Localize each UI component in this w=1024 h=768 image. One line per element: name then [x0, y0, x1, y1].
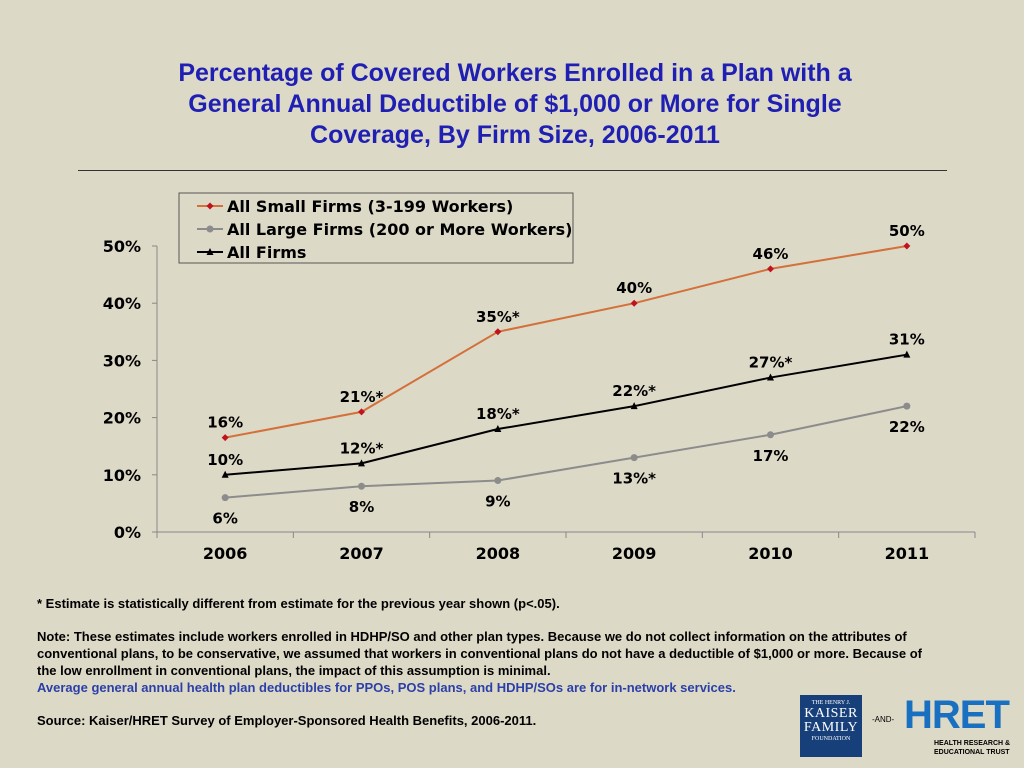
data-label: 13%* [612, 470, 656, 488]
title-line-3: Coverage, By Firm Size, 2006-2011 [310, 121, 720, 149]
data-point-diamond [767, 265, 774, 273]
data-point-diamond [206, 202, 214, 210]
x-tick-label: 2007 [339, 544, 384, 563]
data-point-triangle [630, 402, 638, 410]
data-label: 22%* [612, 382, 656, 400]
logos: THE HENRY J. KAISER FAMILY FOUNDATION -A… [800, 693, 1024, 768]
x-tick-label: 2011 [885, 544, 930, 563]
data-point-circle [206, 225, 214, 233]
data-point-triangle [221, 470, 229, 478]
kff-logo-kaiser: KAISER [804, 706, 858, 721]
data-point-triangle [903, 350, 911, 358]
chart-title: Percentage of Covered Workers Enrolled i… [80, 58, 950, 151]
x-tick-label: 2010 [748, 544, 793, 563]
footnotes: * Estimate is statistically different fr… [37, 595, 937, 729]
data-label: 9% [485, 493, 510, 511]
data-label: 12%* [340, 439, 384, 457]
title-line-1: Percentage of Covered Workers Enrolled i… [178, 59, 852, 87]
data-point-circle [358, 482, 365, 490]
asterisk-note: * Estimate is statistically different fr… [37, 596, 560, 611]
data-point-circle [767, 431, 774, 439]
y-tick-label: 20% [103, 409, 141, 428]
data-point-triangle [358, 459, 365, 467]
data-label: 16% [207, 414, 243, 432]
data-label: 18%* [476, 405, 520, 423]
data-point-diamond [358, 408, 365, 416]
y-tick-label: 0% [114, 523, 141, 542]
data-point-triangle [494, 425, 502, 433]
y-tick-label: 40% [103, 294, 141, 313]
data-label: 10% [207, 451, 243, 469]
data-point-triangle [767, 373, 774, 381]
data-point-triangle [206, 248, 214, 255]
legend-label: All Small Firms (3-199 Workers) [227, 197, 513, 216]
data-label: 6% [212, 510, 237, 528]
data-point-diamond [221, 434, 229, 442]
data-label: 22% [889, 418, 925, 436]
y-tick-label: 10% [103, 466, 141, 485]
data-label: 31% [889, 331, 925, 349]
hret-logo: HRET [904, 693, 1010, 737]
kaiser-family-foundation-logo: THE HENRY J. KAISER FAMILY FOUNDATION [800, 695, 862, 757]
series-line-3 [225, 353, 907, 476]
kff-logo-top: THE HENRY J. [811, 700, 851, 706]
data-label: 17% [753, 447, 789, 465]
data-point-circle [221, 494, 229, 502]
series-line-1 [224, 245, 907, 439]
title-divider [78, 170, 947, 171]
y-tick-label: 50% [103, 237, 141, 256]
data-label: 40% [616, 279, 652, 297]
data-label: 21%* [340, 388, 384, 406]
data-point-diamond [903, 242, 911, 250]
kff-logo-family: FAMILY [803, 720, 859, 735]
data-point-circle [494, 477, 502, 485]
x-tick-label: 2009 [612, 544, 657, 563]
data-label: 50% [889, 222, 925, 240]
data-point-circle [903, 402, 911, 410]
data-label: 46% [753, 245, 789, 263]
title-line-2: General Annual Deductible of $1,000 or M… [188, 90, 842, 118]
legend-box [178, 192, 574, 264]
kff-logo-foundation: FOUNDATION [811, 736, 851, 742]
deductible-note: Average general annual health plan deduc… [37, 680, 736, 695]
hret-logo-subtitle: HEALTH RESEARCH & EDUCATIONAL TRUST [934, 739, 1024, 757]
and-separator: -AND- [872, 715, 895, 724]
data-label: 27%* [749, 354, 793, 372]
hret-subtitle-line-1: HEALTH RESEARCH & [934, 740, 1011, 747]
hret-subtitle-line-2: EDUCATIONAL TRUST [934, 749, 1010, 756]
line-chart: 0% 10% 20% 30% 40% 50% 2006 2007 2008 2009 2010 201… [103, 192, 976, 563]
legend-label: All Large Firms (200 or More Workers) [227, 220, 572, 239]
x-tick-label: 2006 [203, 544, 248, 563]
source-note: Source: Kaiser/HRET Survey of Employer-S… [37, 713, 537, 728]
x-tick-label: 2008 [476, 544, 521, 563]
legend-label: All Firms [227, 243, 306, 262]
data-point-diamond [630, 299, 638, 307]
series-line-2 [225, 405, 908, 499]
y-tick-label: 30% [103, 351, 141, 370]
data-point-circle [630, 454, 638, 462]
data-label: 8% [349, 498, 374, 516]
data-label: 35%* [476, 308, 520, 326]
data-point-diamond [494, 328, 502, 336]
method-note: Note: These estimates include workers en… [37, 629, 922, 678]
